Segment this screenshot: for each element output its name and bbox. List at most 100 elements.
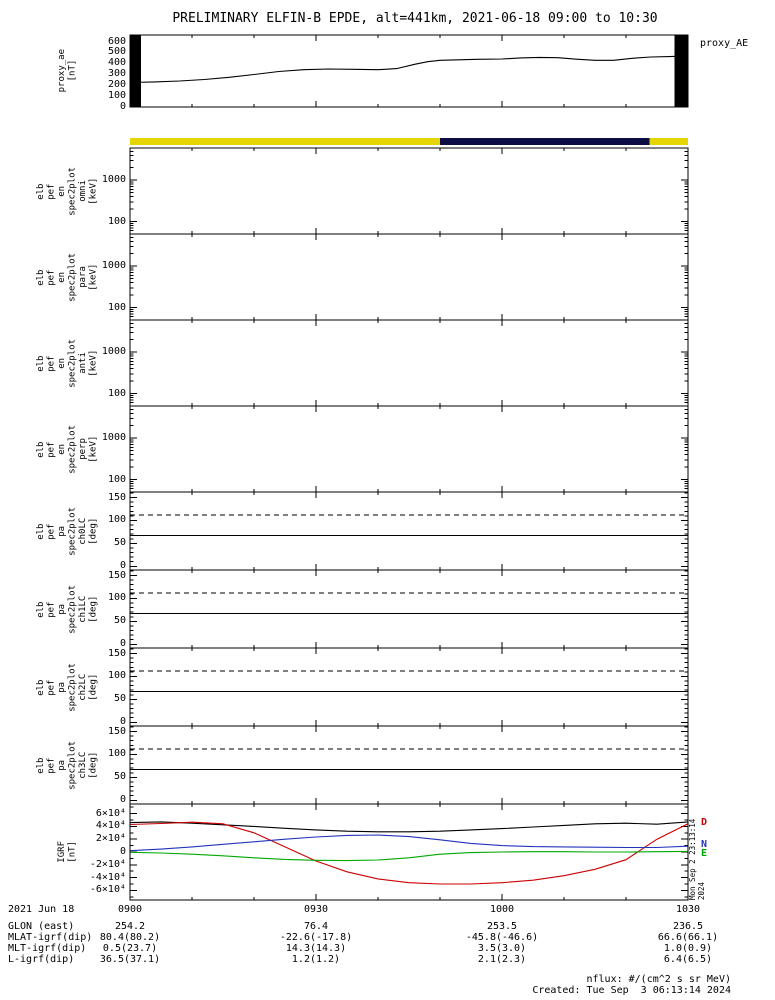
annotation-value: -45.8(-46.6) [465, 932, 539, 943]
survey-bar-segment [440, 138, 650, 145]
y-tick-label: 50 [113, 771, 126, 783]
y-tick-label: 1000 [101, 260, 126, 272]
annotation-value: 254.2 [114, 921, 146, 932]
panel-border-elb_pef_en_spec2plot_para [129, 233, 689, 321]
y-tick-label: 0 [119, 638, 126, 650]
panel-border-elb_pef_en_spec2plot_omni [129, 147, 689, 235]
annotation-row-label: GLON (east) [8, 921, 75, 932]
panel-border-elb_pef_pa_spec2plot_ch2LC [129, 647, 689, 727]
annotation-value: 36.5(37.1) [99, 954, 161, 965]
panel-ylabel: elb pef en spec2plot omni [keV] [30, 148, 104, 234]
y-tick-label: -4×10⁴ [89, 871, 126, 883]
y-tick-label: 100 [107, 90, 126, 102]
annotation-value: 236.5 [672, 921, 704, 932]
y-tick-label: 150 [107, 725, 126, 737]
igrf-line-E [129, 850, 689, 862]
y-tick-label: 150 [107, 569, 126, 581]
igrf-line-D [129, 821, 689, 885]
y-tick-label: -6×10⁴ [89, 884, 126, 896]
y-tick-label: 500 [107, 46, 126, 58]
y-tick-label: -2×10⁴ [89, 858, 126, 870]
panel-ylabel-text: elb pef en spec2plot anti [keV] [35, 338, 99, 388]
igrf-line-N [129, 834, 689, 852]
annotation-value: 80.4(80.2) [99, 932, 161, 943]
y-tick-label: 6×10⁴ [95, 807, 126, 819]
panel-ylabel: elb pef pa spec2plot ch0LC [deg] [30, 492, 104, 570]
x-axis-time-label: 0930 [303, 904, 329, 915]
y-tick-label: 100 [107, 514, 126, 526]
annotation-row-label: MLT-igrf(dip) [8, 943, 87, 954]
panel-ylabel: elb pef en spec2plot anti [keV] [30, 320, 104, 406]
panel-border-igrf [129, 803, 689, 901]
panel-border-elb_pef_en_spec2plot_perp [129, 405, 689, 493]
panel-border-proxy_ae [129, 34, 689, 108]
proxy_ae-line [129, 55, 689, 84]
annotation-value: 6.4(6.5) [663, 954, 713, 965]
y-tick-label: 1000 [101, 432, 126, 444]
panel-ylabel: IGRF [nT] [30, 804, 104, 900]
y-tick-label: 50 [113, 693, 126, 705]
date-label: 2021 Jun 18 [8, 904, 75, 915]
igrf-line-label-N: N [701, 839, 708, 851]
panel-ylabel-text: elb pef en spec2plot para [keV] [35, 252, 99, 302]
panel-ylabel-text: elb pef pa spec2plot ch1LC [deg] [35, 584, 99, 634]
panel-ylabel: proxy_ae [nT] [30, 35, 104, 107]
y-tick-label: 0 [119, 846, 126, 857]
y-tick-label: 100 [107, 592, 126, 604]
panel-ylabel: elb pef pa spec2plot ch3LC [deg] [30, 726, 104, 804]
annotation-row-label: MLAT-igrf(dip) [8, 932, 93, 943]
nodata-fill-bar [130, 35, 142, 107]
y-tick-label: 50 [113, 537, 126, 549]
panel-ylabel: elb pef en spec2plot para [keV] [30, 234, 104, 320]
y-tick-label: 0 [119, 716, 126, 728]
y-tick-label: 600 [107, 35, 126, 47]
y-tick-label: 300 [107, 68, 126, 80]
igrf-line-label-D: D [701, 816, 708, 828]
proxy-ae-right-label: proxy_AE [700, 38, 749, 49]
annotation-value: 2.1(2.3) [477, 954, 527, 965]
panel-ylabel-text: elb pef en spec2plot perp [keV] [35, 424, 99, 474]
y-tick-label: 50 [113, 615, 126, 627]
y-tick-label: 100 [107, 670, 126, 682]
x-axis-time-label: 0900 [117, 904, 143, 915]
y-tick-label: 400 [107, 57, 126, 69]
y-tick-label: 100 [107, 215, 126, 227]
y-tick-label: 1000 [101, 346, 126, 358]
panel-ylabel-text: elb pef pa spec2plot ch0LC [deg] [35, 506, 99, 556]
igrf-line-label-E: E [701, 847, 708, 859]
y-tick-label: 200 [107, 79, 126, 91]
survey-bar-segment [649, 138, 688, 145]
y-tick-label: 150 [107, 647, 126, 659]
annotation-value: 253.5 [486, 921, 518, 932]
y-tick-label: 1000 [101, 174, 126, 186]
panel-ylabel-text: elb pef pa spec2plot ch2LC [deg] [35, 662, 99, 712]
y-tick-label: 100 [107, 748, 126, 760]
y-tick-label: 2×10⁴ [95, 833, 126, 845]
panel-ylabel-text: elb pef en spec2plot omni [keV] [35, 166, 99, 216]
y-tick-label: 150 [107, 491, 126, 503]
y-tick-label: 100 [107, 387, 126, 399]
y-tick-label: 100 [107, 301, 126, 313]
footer-created-note: Created: Tue Sep 3 06:13:14 2024 [532, 985, 731, 996]
annotation-value: 1.2(1.2) [291, 954, 341, 965]
panel-ylabel: elb pef pa spec2plot ch2LC [deg] [30, 648, 104, 726]
annotation-value: 76.4 [303, 921, 329, 932]
nodata-fill-bar [674, 35, 688, 107]
survey-bar-segment [130, 138, 440, 145]
annotation-value: 3.5(3.0) [477, 943, 527, 954]
footer-units-note: nflux: #/(cm^2 s sr MeV) [586, 974, 732, 985]
panel-border-elb_pef_pa_spec2plot_ch3LC [129, 725, 689, 805]
x-axis-time-label: 1000 [489, 904, 515, 915]
y-tick-label: 0 [119, 794, 126, 806]
panel-ylabel: elb pef pa spec2plot ch1LC [deg] [30, 570, 104, 648]
annotation-row-label: L-igrf(dip) [8, 954, 75, 965]
y-tick-label: 100 [107, 473, 126, 485]
panel-border-elb_pef_pa_spec2plot_ch1LC [129, 569, 689, 649]
y-tick-label: 0 [119, 560, 126, 572]
y-tick-label: 4×10⁴ [95, 820, 126, 832]
panel-border-elb_pef_pa_spec2plot_ch0LC [129, 491, 689, 571]
igrf-line-B [129, 821, 689, 833]
panel-ylabel-text: proxy_ae [nT] [56, 49, 78, 93]
panel-ylabel-text: elb pef pa spec2plot ch3LC [deg] [35, 740, 99, 790]
